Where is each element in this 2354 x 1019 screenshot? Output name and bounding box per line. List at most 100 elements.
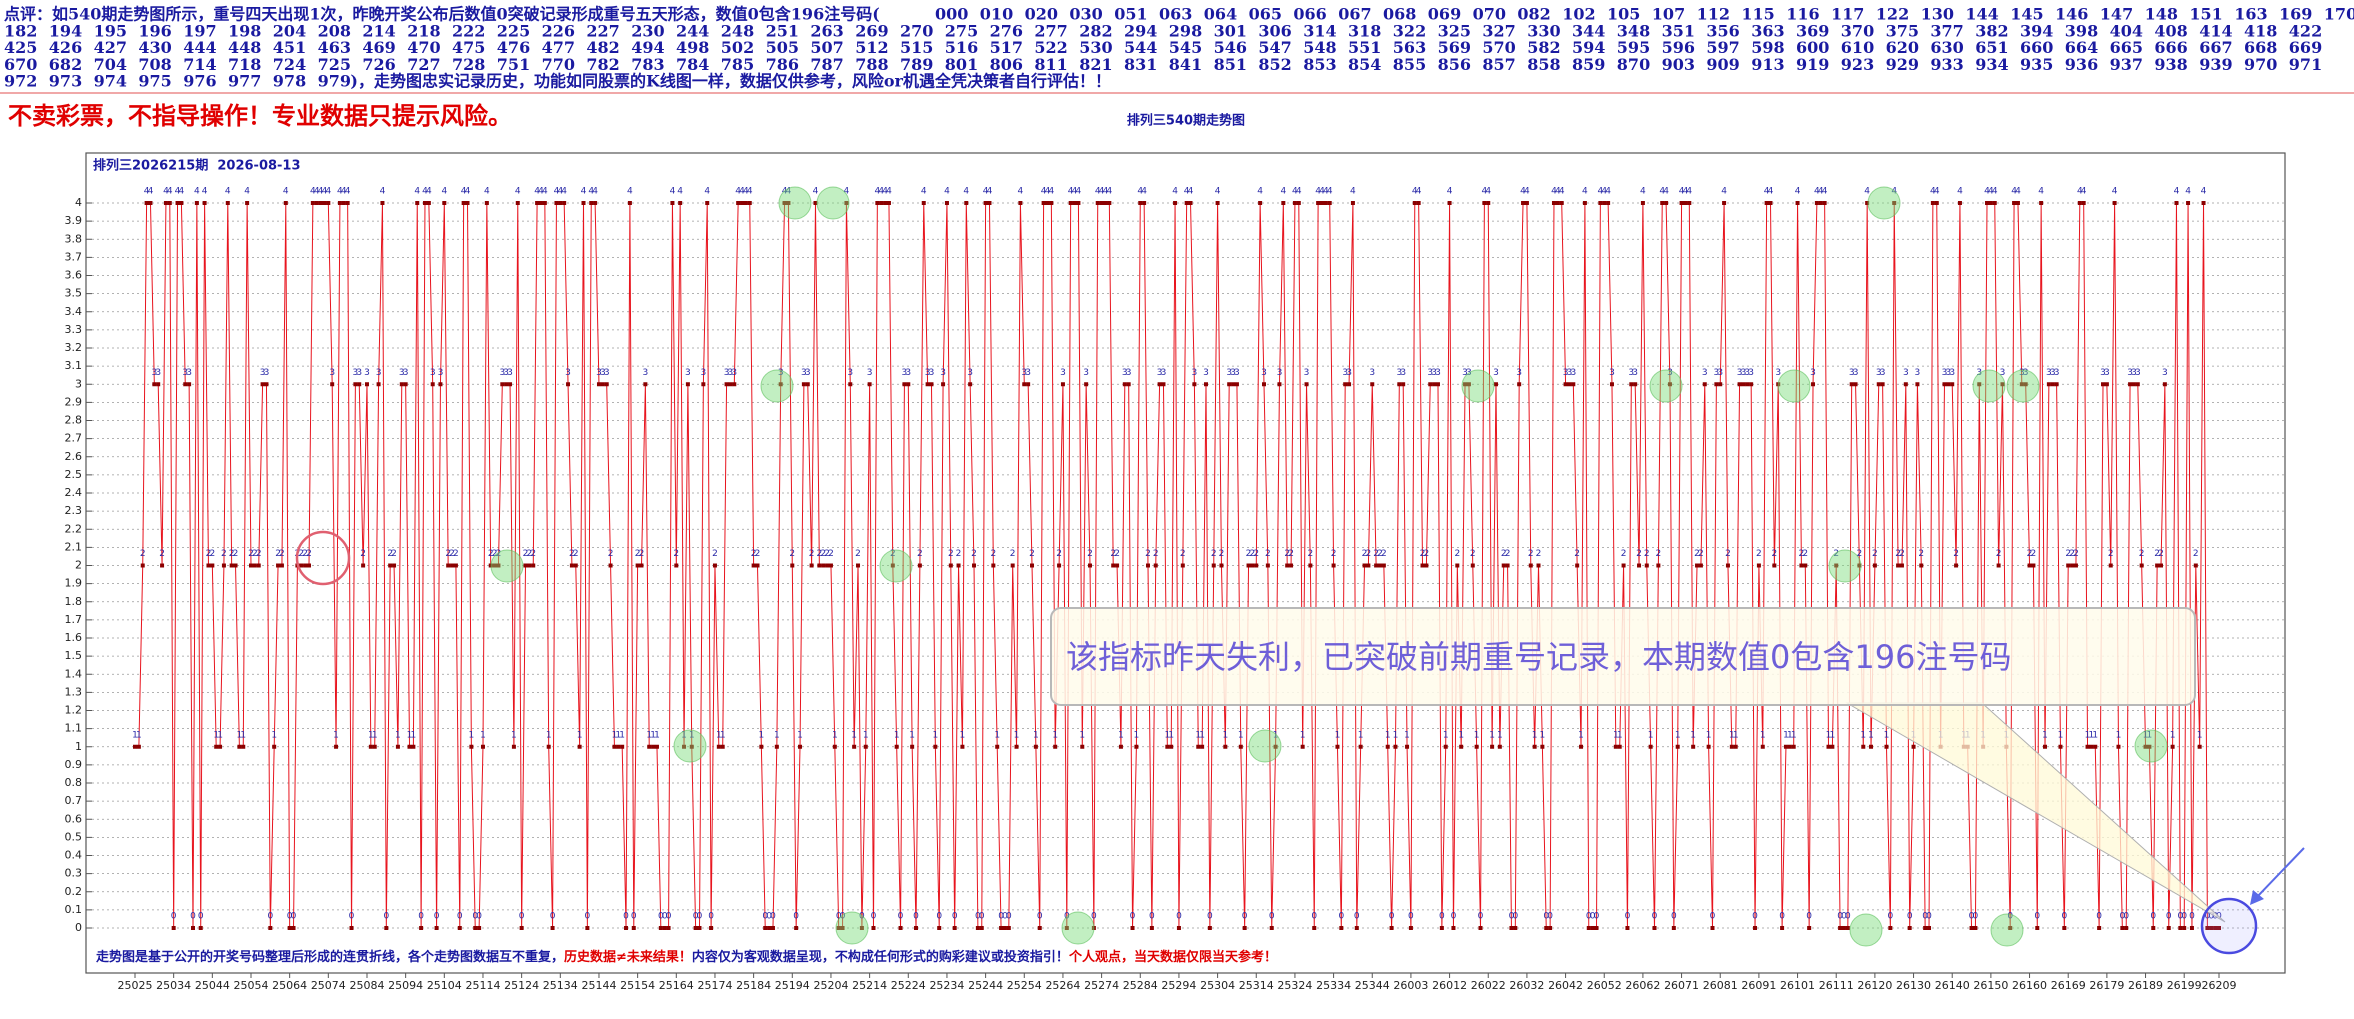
chart-title: 排列三540期走势图 (1127, 113, 1245, 129)
point-label: 3 (1876, 368, 1882, 378)
point-label: 1 (469, 730, 475, 740)
point (229, 563, 234, 568)
point (1014, 744, 1019, 749)
point-label: 4 (670, 187, 676, 197)
header-code: 222 (452, 21, 485, 40)
point (2201, 201, 2206, 205)
point-label: 0 (1837, 912, 1843, 922)
header-code: 595 (1617, 38, 1650, 57)
point (1880, 382, 1885, 387)
point-label: 0 (1389, 912, 1395, 922)
point-label: 2 (855, 549, 861, 559)
point-label: 2 (1644, 549, 1650, 559)
highlight-green (1777, 369, 1811, 403)
point-label: 4 (179, 187, 185, 197)
point-label: 1 (1489, 730, 1495, 740)
header-code: 913 (1751, 55, 1784, 74)
point-label: 4 (1103, 187, 1109, 197)
header-code: 082 (1517, 5, 1550, 24)
point-label: 4 (1068, 187, 1074, 197)
header-code: 230 (631, 21, 664, 40)
point-label: 4 (1095, 187, 1101, 197)
point (1223, 744, 1228, 749)
point-label: 4 (163, 187, 169, 197)
point-label: 0 (1006, 912, 1012, 922)
header-code: 937 (2110, 55, 2143, 74)
x-tick-label: 25034 (156, 979, 191, 992)
point (2104, 382, 2109, 387)
point-label: 1 (654, 730, 660, 740)
point (1783, 744, 1788, 749)
point-label: 0 (708, 912, 714, 922)
point (1625, 926, 1630, 930)
point-label: 4 (225, 187, 231, 197)
point (2120, 926, 2125, 930)
header-code: 170 (2324, 5, 2354, 24)
header-code: 322 (1393, 21, 1426, 40)
point-label: 4 (144, 187, 150, 197)
point (832, 744, 837, 749)
point (504, 382, 509, 387)
point-label: 2 (751, 549, 757, 559)
point (1064, 926, 1069, 930)
x-tick-label: 26189 (2128, 979, 2163, 992)
point-label: 1 (372, 730, 378, 740)
point-label: 1 (1033, 730, 1039, 740)
point-label: 1 (577, 730, 583, 740)
point-label: 4 (963, 187, 969, 197)
highlight-green (1828, 549, 1862, 583)
point-label: 2 (209, 549, 215, 559)
point-label: 4 (1280, 187, 1286, 197)
point (1490, 744, 1495, 749)
point (1308, 563, 1313, 568)
point (306, 563, 311, 568)
point-label: 0 (1973, 912, 1979, 922)
point (952, 926, 957, 930)
point (2077, 201, 2082, 205)
point-label: 0 (476, 912, 482, 922)
header-code: 107 (1652, 5, 1685, 24)
point (1957, 201, 1962, 205)
point (1803, 563, 1808, 568)
point (635, 563, 640, 568)
point (1010, 563, 1015, 568)
point-label: 4 (314, 187, 320, 197)
footer: 走势图是基于公开的开奖号码整理后形成的连贯折线，各个走势图数据互不重复，历史数据… (96, 949, 1277, 965)
point (322, 201, 327, 205)
point-label: 1 (1118, 730, 1124, 740)
point-label: 1 (909, 730, 915, 740)
point-label: 4 (1106, 187, 1112, 197)
header-code: 570 (1482, 38, 1515, 57)
header-code: 505 (766, 38, 799, 57)
point-label: 0 (1926, 912, 1932, 922)
header-code: 770 (542, 55, 575, 74)
point (303, 563, 308, 568)
point (1497, 744, 1502, 749)
point (566, 382, 571, 387)
point-label: 4 (515, 187, 521, 197)
point (446, 563, 451, 568)
y-tick-label: 1.6 (65, 631, 83, 644)
header-code: 858 (1527, 55, 1560, 74)
point-label: 4 (1520, 187, 1526, 197)
header-code: 811 (1034, 55, 1067, 74)
highlight-green (879, 549, 913, 583)
point (1787, 744, 1792, 749)
point (480, 744, 485, 749)
x-tick-label: 25324 (1277, 979, 1312, 992)
point (1401, 382, 1406, 387)
point-label: 1 (774, 730, 780, 740)
point (1161, 382, 1166, 387)
point (1594, 926, 1599, 930)
point-label: 2 (1799, 549, 1805, 559)
point-label: 2 (1180, 549, 1186, 559)
header-code: 145 (2010, 5, 2043, 24)
point (175, 201, 180, 205)
point-label: 3 (1567, 368, 1573, 378)
y-tick-label: 3.6 (65, 269, 83, 282)
header-code: 670 (4, 55, 37, 74)
point (1513, 926, 1518, 930)
point-label: 3 (1915, 368, 1921, 378)
point (794, 926, 799, 930)
footer-part: 走势图是基于公开的开奖号码整理后形成的连贯折线，各个走势图数据互不重复， (96, 949, 564, 965)
